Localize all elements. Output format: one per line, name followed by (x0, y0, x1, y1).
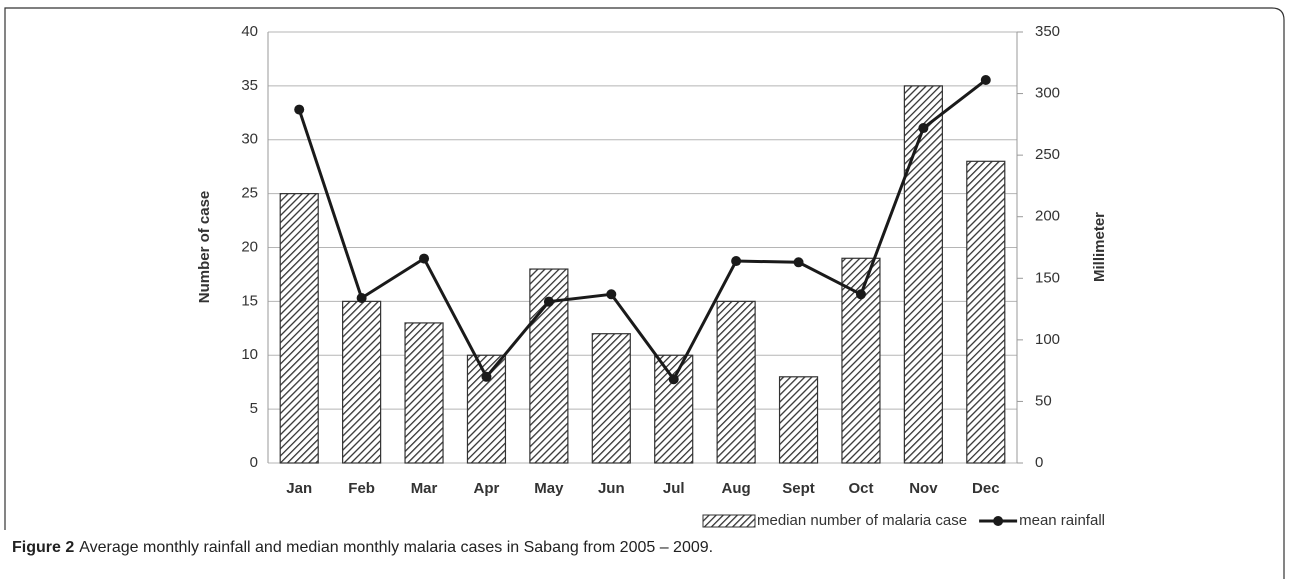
line-marker (419, 253, 430, 264)
bar (591, 333, 631, 464)
y2-tick-label: 150 (1035, 269, 1060, 286)
line-marker (668, 374, 679, 385)
line-marker (855, 289, 866, 300)
y2-tick-label: 50 (1035, 392, 1052, 409)
y-tick-label: 5 (250, 400, 258, 417)
line-marker (793, 257, 804, 268)
x-tick-label: Sept (782, 480, 815, 497)
y2-tick-label: 250 (1035, 146, 1060, 163)
legend-marker (993, 516, 1004, 526)
y-tick-label: 40 (241, 23, 258, 40)
y-tick-label: 20 (241, 238, 258, 255)
x-tick-label: Apr (474, 480, 500, 497)
x-tick-label: Dec (972, 480, 1000, 497)
y-tick-label: 10 (241, 346, 258, 363)
y-tick-label: 0 (250, 454, 258, 471)
legend-swatch (702, 514, 756, 528)
x-tick-label: Oct (848, 480, 873, 497)
legend-label: mean rainfall (1019, 512, 1105, 529)
frame (4, 7, 1285, 579)
y-tick-label: 15 (241, 292, 258, 309)
bar (466, 354, 507, 464)
caption: Figure 2 Average monthly rainfall and med… (12, 539, 713, 556)
line (297, 78, 987, 383)
bar (654, 354, 694, 464)
x-tick-label: Jan (286, 480, 312, 497)
y2-axis-label: Millimeter (1091, 212, 1108, 282)
x-tick-label: Mar (411, 480, 438, 497)
x-tick-label: Jun (598, 480, 625, 497)
bar (903, 85, 943, 464)
line-marker (481, 371, 492, 382)
y2-tick-label: 200 (1035, 208, 1060, 225)
line-marker (356, 292, 367, 303)
line-marker (980, 75, 991, 86)
caption-label: Figure 2 (12, 539, 74, 556)
y2-tick-label: 300 (1035, 85, 1060, 102)
y-tick-label: 30 (241, 131, 258, 148)
line-marker (543, 296, 554, 307)
y-tick-label: 35 (241, 77, 258, 94)
x-tick-label: Aug (722, 480, 751, 497)
x-tick-label: Nov (909, 480, 938, 497)
legend-label: median number of malaria case (757, 512, 967, 529)
bar (342, 300, 382, 464)
line-marker (294, 104, 305, 115)
bar (716, 300, 756, 464)
y-axis-label: Number of case (196, 191, 213, 304)
caption-text: Average monthly rainfall and median mont… (79, 539, 713, 556)
bar (778, 376, 819, 464)
y2-tick-label: 350 (1035, 23, 1060, 40)
y-tick-label: 25 (241, 185, 258, 202)
x-tick-label: Feb (348, 480, 375, 497)
bar (279, 193, 319, 464)
x-tick-label: May (534, 480, 564, 497)
y2-tick-label: 100 (1035, 331, 1060, 348)
line-marker (606, 289, 617, 300)
bar (966, 160, 1006, 464)
y2-tick-label: 0 (1035, 454, 1043, 471)
line-marker (731, 256, 742, 267)
bar (404, 322, 444, 464)
line-marker (918, 123, 929, 134)
x-tick-label: Jul (663, 480, 685, 497)
